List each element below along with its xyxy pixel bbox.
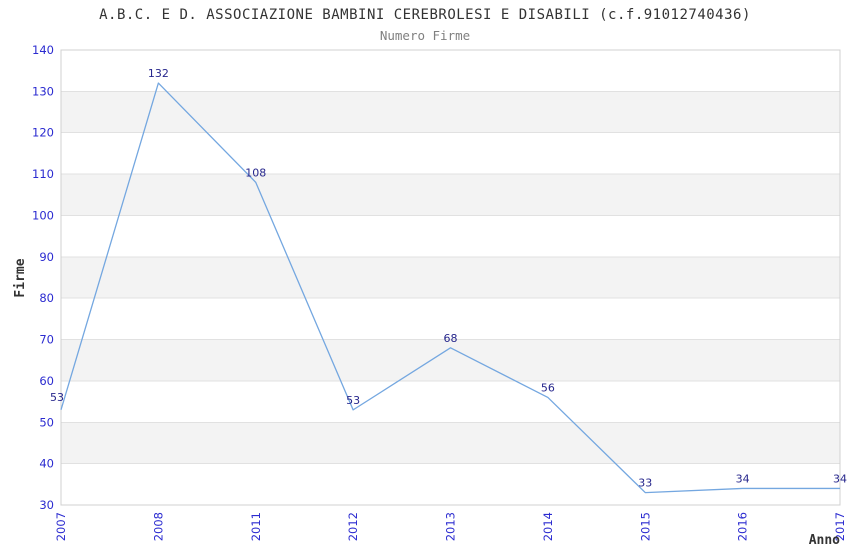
y-tick-label: 50 — [39, 415, 54, 429]
y-tick-label: 80 — [39, 291, 54, 305]
y-tick-label: 130 — [32, 84, 54, 98]
chart-title: A.B.C. E D. ASSOCIAZIONE BAMBINI CEREBRO… — [99, 7, 751, 23]
x-tick-label: 2007 — [54, 512, 68, 541]
chart-subtitle: Numero Firme — [379, 28, 471, 43]
plot-band — [61, 422, 840, 464]
y-tick-label: 90 — [39, 250, 54, 264]
x-tick-label: 2015 — [638, 512, 652, 541]
data-point-label: 34 — [833, 472, 847, 485]
x-tick-label: 2011 — [249, 512, 263, 541]
x-tick-label: 2013 — [444, 512, 458, 541]
data-point-label: 53 — [346, 394, 360, 407]
data-point-label: 33 — [638, 477, 652, 490]
data-point-label: 34 — [736, 472, 750, 485]
y-tick-label: 30 — [39, 498, 54, 512]
x-tick-label: 2016 — [736, 512, 750, 541]
data-point-label: 53 — [50, 391, 64, 404]
x-axis-title: Anno — [809, 533, 840, 548]
y-tick-label: 110 — [32, 167, 54, 181]
x-tick-label: 2017 — [833, 512, 847, 541]
data-point-label: 108 — [245, 166, 266, 179]
x-tick-label: 2008 — [151, 512, 165, 541]
x-tick-label: 2012 — [346, 512, 360, 541]
y-axis-title: Firme — [13, 258, 28, 297]
y-tick-label: 140 — [32, 43, 54, 57]
x-tick-label: 2014 — [541, 512, 555, 541]
data-point-label: 56 — [541, 381, 555, 394]
y-tick-label: 100 — [32, 208, 54, 222]
y-tick-label: 60 — [39, 374, 54, 388]
y-tick-label: 40 — [39, 457, 54, 471]
plot-band — [61, 91, 840, 133]
y-tick-label: 120 — [32, 126, 54, 140]
data-point-label: 132 — [148, 67, 169, 80]
series-line — [60, 82, 840, 494]
data-point-label: 68 — [444, 332, 458, 345]
plot-border — [60, 49, 841, 506]
plot-band — [61, 174, 840, 216]
plot-band — [61, 339, 840, 381]
plot-band — [61, 256, 840, 299]
y-tick-label: 70 — [39, 333, 54, 347]
